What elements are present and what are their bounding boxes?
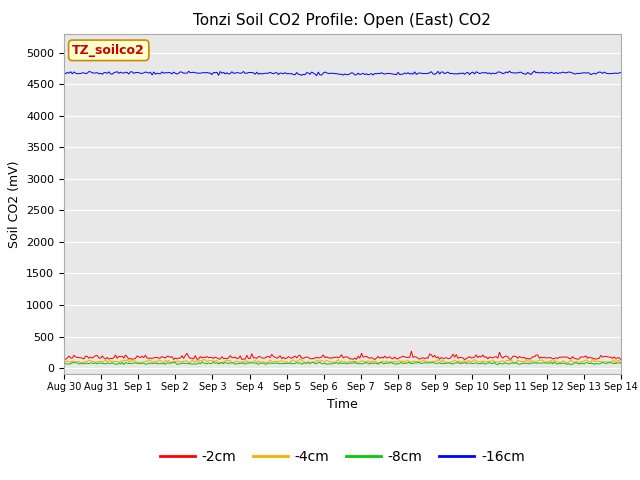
Title: Tonzi Soil CO2 Profile: Open (East) CO2: Tonzi Soil CO2 Profile: Open (East) CO2 [193,13,492,28]
Legend: -2cm, -4cm, -8cm, -16cm: -2cm, -4cm, -8cm, -16cm [154,444,531,470]
X-axis label: Time: Time [327,397,358,410]
Y-axis label: Soil CO2 (mV): Soil CO2 (mV) [8,160,20,248]
Text: TZ_soilco2: TZ_soilco2 [72,44,145,57]
